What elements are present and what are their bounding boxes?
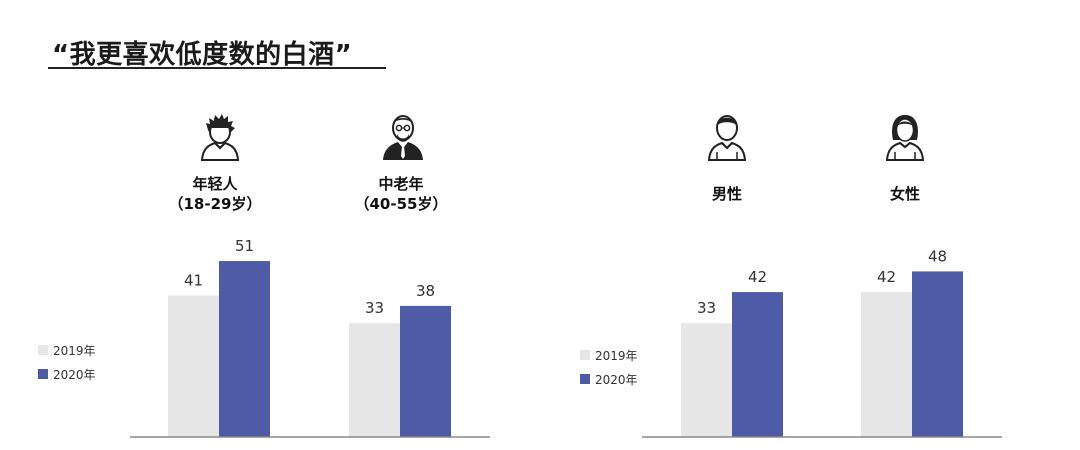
legend-label-2020: 2020年 (53, 367, 96, 382)
data-label-c0-g0-s1: 51 (235, 237, 254, 255)
older-man-icon (378, 110, 428, 162)
legend-swatch-2020 (580, 374, 590, 384)
legend-swatch-2019 (580, 350, 590, 360)
legend-label-2020: 2020年 (595, 372, 638, 387)
group-label-male-line1: 男性 (711, 185, 742, 203)
data-label-c1-g1-s1: 48 (928, 247, 947, 265)
data-label-c0-g1-s1: 38 (416, 282, 435, 300)
legend-swatch-2019 (38, 345, 48, 355)
legend-left: 2019年 2020年 (38, 338, 96, 386)
bar-2019-c0-g0 (168, 295, 219, 437)
legend-item-2019: 2019年 (38, 338, 96, 362)
group-label-young-line2: （18-29岁） (168, 195, 262, 213)
group-label-older: 中老年 （40-55岁） (331, 174, 471, 214)
young-man-icon (195, 110, 245, 162)
group-label-female: 女性 (835, 184, 975, 204)
bar-2020-c0-g0 (219, 261, 270, 437)
data-label-c0-g1-s0: 33 (365, 299, 384, 317)
group-label-female-line1: 女性 (889, 185, 920, 203)
group-label-male: 男性 (657, 184, 797, 204)
group-label-young-line1: 年轻人 (192, 175, 238, 193)
bar-2019-c1-g0 (681, 323, 732, 437)
legend-item-2019: 2019年 (580, 343, 638, 367)
data-label-c1-g0-s1: 42 (748, 268, 767, 286)
female-icon (880, 110, 930, 162)
page-title: “我更喜欢低度数的白酒” (52, 40, 353, 70)
data-label-c0-g0-s0: 41 (184, 272, 203, 290)
legend-right: 2019年 2020年 (580, 343, 638, 391)
data-label-c1-g0-s0: 33 (697, 299, 716, 317)
legend-swatch-2020 (38, 369, 48, 379)
male-icon (702, 110, 752, 162)
bar-2019-c1-g1 (861, 292, 912, 437)
data-label-c1-g1-s0: 42 (877, 268, 896, 286)
bar-2020-c1-g0 (732, 292, 783, 437)
legend-item-2020: 2020年 (580, 367, 638, 391)
group-label-young: 年轻人 （18-29岁） (145, 174, 285, 214)
bar-2020-c1-g1 (912, 271, 963, 437)
legend-label-2019: 2019年 (53, 343, 96, 358)
title-underline (48, 67, 386, 69)
bar-2020-c0-g1 (400, 305, 451, 437)
group-label-older-line1: 中老年 (378, 175, 424, 193)
legend-item-2020: 2020年 (38, 362, 96, 386)
bar-2019-c0-g1 (349, 323, 400, 437)
group-label-older-line2: （40-55岁） (354, 195, 448, 213)
legend-label-2019: 2019年 (595, 348, 638, 363)
